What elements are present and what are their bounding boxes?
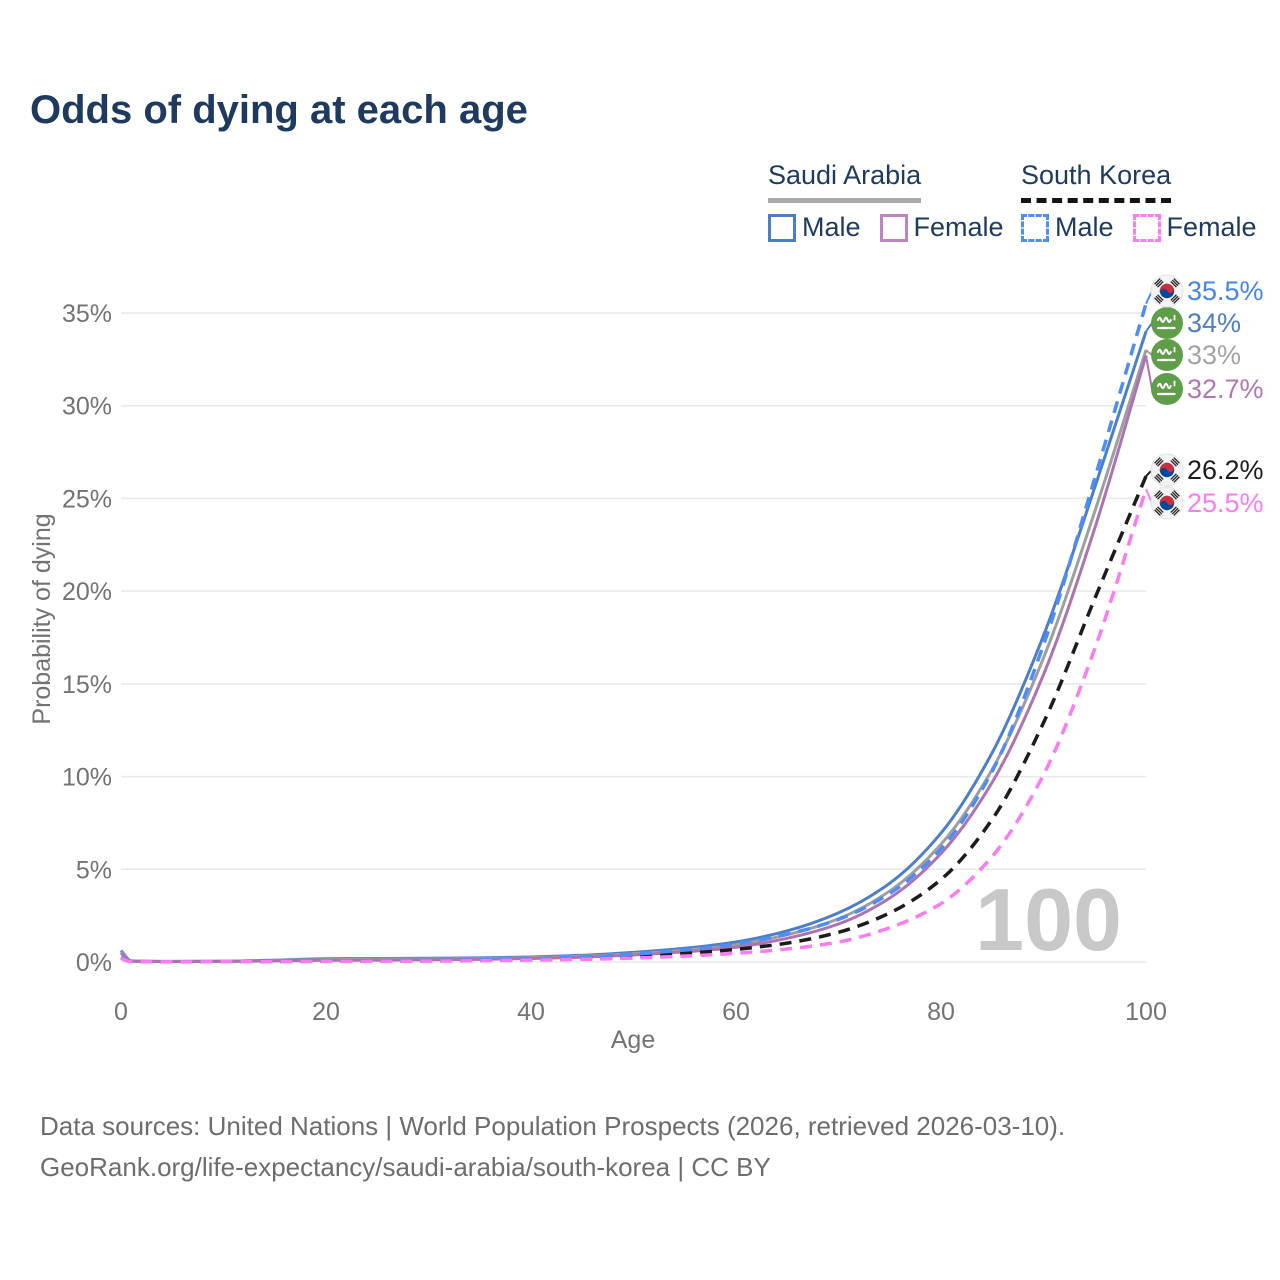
series-line-saudi-arabia-male [119, 331, 1148, 963]
legend-group-saudi-arabia: Saudi Arabia Male Female [768, 160, 1023, 243]
legend-swatch-korea-female [1132, 213, 1161, 242]
x-axis-title: Age [611, 1026, 655, 1054]
saudi-arabia-flag-icon [1151, 339, 1183, 371]
end-label-value-saudi-arabia-both-sexes: 33% [1187, 340, 1241, 370]
x-tick-label: 40 [517, 998, 545, 1026]
footer: Data sources: United Nations | World Pop… [40, 1106, 1065, 1188]
x-tick-label: 60 [722, 998, 750, 1026]
legend-label-saudi-female: Female [913, 212, 1004, 242]
legend-row-saudi-arabia: Male Female [768, 212, 1023, 243]
x-axis-tick-labels: 0 20 40 60 80 100 [114, 998, 1167, 1026]
y-tick-label: 35% [62, 300, 112, 328]
legend-row-south-korea: Male Female [1021, 212, 1276, 243]
y-tick-label: 5% [76, 856, 112, 884]
legend-label-saudi-male: Male [802, 212, 861, 242]
end-label-value-south-korea-male: 35.5% [1187, 276, 1264, 306]
legend-label-korea-male: Male [1055, 212, 1114, 242]
y-tick-label: 25% [62, 485, 112, 513]
footer-data-sources: Data sources: United Nations | World Pop… [40, 1111, 1066, 1141]
end-label-value-saudi-arabia-female: 32.7% [1187, 374, 1264, 404]
y-tick-label: 30% [62, 393, 112, 421]
legend-group-south-korea: South Korea Male Female [1021, 160, 1276, 243]
end-label-value-south-korea-both-sexes: 26.2% [1187, 455, 1264, 485]
end-label-value-saudi-arabia-male: 34% [1187, 308, 1241, 338]
y-tick-label: 20% [62, 578, 112, 606]
gridlines [121, 312, 1146, 963]
y-tick-label: 10% [62, 764, 112, 792]
age-cursor-watermark: 100 [975, 870, 1122, 969]
end-label-value-south-korea-female: 25.5% [1187, 488, 1264, 518]
y-axis-tick-labels: 0% 5% 10% 15% 20% 25% 30% 35% [62, 300, 112, 977]
y-axis-title: Probability of dying [28, 513, 56, 724]
x-tick-label: 20 [312, 998, 340, 1026]
x-tick-label: 80 [927, 998, 955, 1026]
series-line-south-korea-female [120, 488, 1148, 964]
page-title: Odds of dying at each age [30, 88, 528, 132]
legend-swatch-saudi-male [768, 213, 796, 242]
saudi-arabia-flag-icon [1151, 307, 1183, 339]
y-tick-label: 0% [76, 949, 112, 977]
x-tick-label: 100 [1125, 998, 1167, 1026]
south-korea-flag-icon [1150, 453, 1184, 487]
legend-header-south-korea: South Korea [1021, 160, 1172, 203]
legend-swatch-saudi-female [879, 213, 908, 242]
south-korea-flag-icon [1150, 274, 1184, 308]
legend-swatch-korea-male [1021, 213, 1049, 242]
footer-attribution-link: GeoRank.org/life-expectancy/saudi-arabia… [40, 1152, 771, 1182]
y-tick-label: 15% [62, 671, 112, 699]
series-line-south-korea-male [120, 303, 1148, 964]
end-labels: 34%33% 32.7% 35.5% 26.2%25.5% [1145, 274, 1264, 520]
south-korea-flag-icon [1150, 486, 1184, 520]
legend-header-saudi-arabia: Saudi Arabia [768, 160, 922, 203]
series-lines [119, 303, 1148, 964]
legend-label-korea-female: Female [1166, 212, 1257, 242]
x-tick-label: 0 [114, 998, 128, 1026]
saudi-arabia-flag-icon [1151, 373, 1183, 405]
